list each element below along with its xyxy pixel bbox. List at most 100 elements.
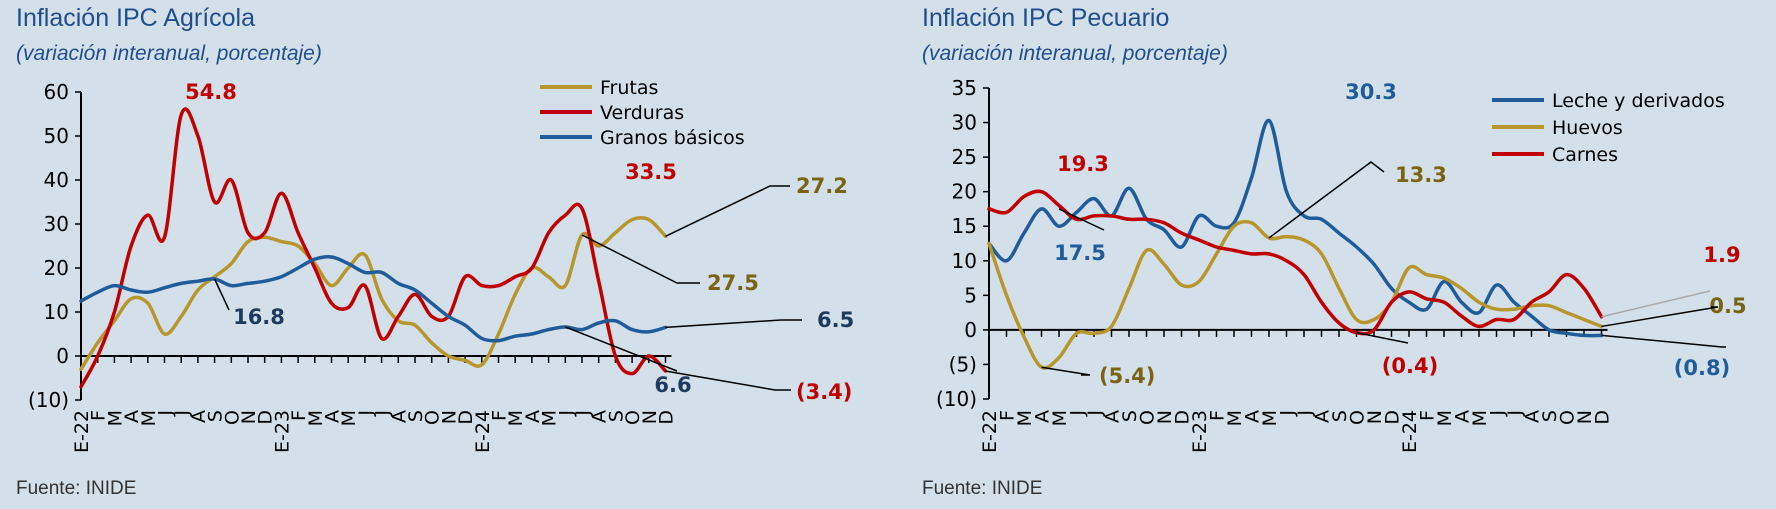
x-tick-label: E-23 [271, 410, 293, 453]
x-tick-label: J [1294, 410, 1316, 417]
source-note: Fuente: INIDE [922, 478, 1043, 499]
x-tick-label: J [171, 410, 193, 417]
data-label: 27.5 [707, 271, 759, 295]
x-tick-label: S [1329, 410, 1351, 422]
series-line-1 [79, 107, 668, 389]
x-tick-label: N [639, 410, 661, 424]
leader-line [1041, 366, 1091, 376]
x-tick-label: J [1504, 410, 1526, 417]
x-tick-label: J [1487, 410, 1509, 417]
x-tick-label: A [522, 410, 544, 423]
y-tick-label: 40 [44, 168, 69, 192]
x-tick-label: A [188, 410, 210, 423]
x-tick-label: M [1434, 410, 1456, 426]
x-tick-label: N [1574, 410, 1596, 424]
data-label: 13.3 [1395, 163, 1447, 187]
y-tick-label: 35 [952, 76, 977, 100]
data-label: 33.5 [625, 160, 677, 184]
chart-panel-pecuario: Inflación IPC Pecuario (variación intera… [906, 0, 1776, 509]
x-tick-label: F [288, 410, 310, 421]
x-tick-label: M [1049, 410, 1071, 426]
leader-line [665, 185, 790, 237]
series-line-1 [987, 219, 1604, 370]
leader-line [1058, 208, 1105, 231]
data-label: 1.9 [1703, 243, 1740, 267]
x-tick-label: D [656, 410, 678, 425]
y-tick-label: 25 [952, 145, 977, 169]
leader-line [213, 278, 230, 311]
x-tick-label: O [1347, 410, 1369, 425]
x-tick-label: N [238, 410, 260, 424]
data-label: 19.3 [1057, 152, 1109, 176]
leader-line [1601, 306, 1719, 328]
leader-line [1601, 290, 1711, 318]
x-tick-label: M [539, 410, 561, 426]
x-tick-label: S [1119, 410, 1141, 422]
y-tick-label: 50 [44, 124, 69, 148]
data-label: 54.8 [185, 80, 237, 104]
x-tick-label: F [997, 410, 1019, 421]
x-tick-label: M [104, 410, 126, 426]
data-label: (0.4) [1382, 354, 1438, 378]
x-tick-label: D [455, 410, 477, 425]
legend-label: Leche y derivados [1552, 90, 1725, 112]
data-label: 0.5 [1709, 294, 1746, 318]
y-tick-label: 20 [44, 256, 69, 280]
x-tick-label: A [589, 410, 611, 423]
data-label: 6.6 [654, 373, 691, 397]
data-label: (0.8) [1674, 356, 1730, 380]
chart-subtitle: (variación interanual, porcentaje) [16, 42, 322, 65]
chart-panel-agricola: Inflación IPC Agrícola (variación intera… [16, 4, 854, 499]
x-tick-label: J [1084, 410, 1106, 417]
x-tick-label: A [121, 410, 143, 423]
x-tick-label: N [1364, 410, 1386, 424]
x-tick-label: E-24 [472, 410, 494, 453]
x-tick-label: E-23 [1189, 410, 1211, 453]
x-tick-label: A [388, 410, 410, 423]
x-tick-label: M [505, 410, 527, 426]
chart-title: Inflación IPC Pecuario [922, 4, 1170, 32]
leader-line [1601, 334, 1726, 348]
line-chart-pecuario: 35302520151050(5)(10)E-22FMAMJJASONDE-23… [936, 76, 1747, 453]
x-tick-label: E-22 [979, 410, 1001, 453]
leader-line [1356, 331, 1409, 344]
x-tick-label: M [138, 410, 160, 426]
y-tick-label: 60 [44, 80, 69, 104]
x-tick-label: J [1067, 410, 1089, 417]
x-tick-label: S [405, 410, 427, 422]
series-line-2 [987, 189, 1604, 336]
source-note: Fuente: INIDE [16, 478, 137, 499]
legend-label: Huevos [1552, 117, 1623, 139]
data-label: (3.4) [796, 380, 852, 404]
data-label: 17.5 [1054, 241, 1106, 265]
legend-label: Verduras [600, 102, 684, 124]
x-tick-label: E-22 [71, 410, 93, 453]
x-tick-label: J [155, 410, 177, 417]
legend-label: Carnes [1552, 144, 1618, 166]
x-tick-label: J [372, 410, 394, 417]
data-label: (5.4) [1099, 364, 1155, 388]
y-tick-label: (10) [28, 388, 69, 412]
x-tick-label: J [572, 410, 594, 417]
x-tick-label: N [1154, 410, 1176, 424]
x-tick-label: J [555, 410, 577, 417]
x-tick-label: A [1312, 410, 1334, 423]
y-tick-label: 10 [44, 300, 69, 324]
x-tick-label: M [1224, 410, 1246, 426]
y-tick-label: 30 [44, 212, 69, 236]
x-tick-label: J [355, 410, 377, 417]
x-tick-label: M [1014, 410, 1036, 426]
x-tick-label: N [438, 410, 460, 424]
series-line-0 [79, 215, 668, 371]
x-tick-label: D [255, 410, 277, 425]
y-tick-label: 0 [964, 318, 977, 342]
x-tick-label: A [1102, 410, 1124, 423]
leader-line [665, 370, 791, 391]
chart-subtitle: (variación interanual, porcentaje) [922, 42, 1228, 65]
x-tick-label: A [1242, 410, 1264, 423]
chart-title: Inflación IPC Agrícola [16, 4, 256, 32]
x-tick-label: F [1207, 410, 1229, 421]
x-tick-label: S [205, 410, 227, 422]
y-tick-label: 0 [56, 344, 69, 368]
x-tick-label: A [1032, 410, 1054, 423]
